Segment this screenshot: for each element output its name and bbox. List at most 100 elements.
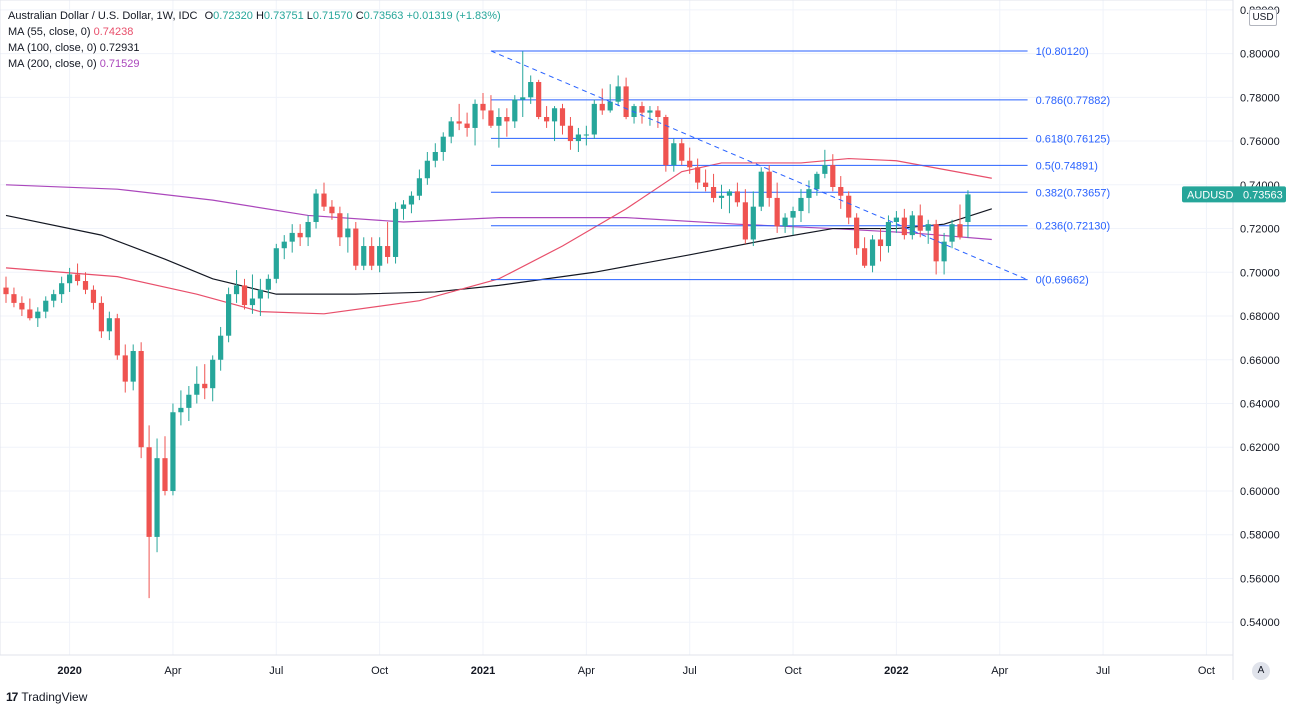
candle-body (917, 215, 923, 231)
candle-body (210, 359, 216, 389)
candle-body (559, 108, 566, 126)
ma200-line (5, 184, 992, 241)
candle-body (822, 165, 828, 174)
candle-body (35, 311, 41, 319)
fib-level-label: 0(0.69662) (1036, 275, 1089, 287)
candle-body (154, 458, 160, 537)
candle-body (305, 221, 311, 238)
candle-body (862, 248, 868, 266)
ma55-line (5, 157, 992, 315)
tradingview-logo-icon: 17 (6, 690, 18, 704)
candle-body (782, 217, 788, 227)
candle-body (544, 117, 550, 122)
candle-body (281, 241, 287, 249)
candles (3, 51, 971, 599)
candle-body (51, 294, 57, 301)
candle-body (663, 117, 669, 166)
x-tick-label: 2020 (57, 665, 81, 677)
candle-body (623, 86, 629, 118)
legend-ma200-row[interactable]: MA (200, close, 0) 0.71529 (8, 56, 501, 72)
candle-body (885, 221, 892, 247)
candle-body (59, 283, 65, 295)
candle-body (909, 215, 915, 236)
candle-body (520, 97, 526, 100)
y-axis-ticks: 0.820000.800000.780000.760000.740000.720… (1240, 5, 1280, 629)
candle-body (877, 239, 884, 247)
y-tick-label: 0.58000 (1240, 530, 1280, 542)
candle-body (480, 103, 486, 111)
open-label: O (204, 10, 214, 22)
candle-body (377, 246, 383, 266)
candle-body (901, 217, 907, 236)
candle-body (297, 232, 303, 238)
grid (0, 0, 1233, 655)
candle-body (679, 143, 685, 161)
ohlc-values: O0.72320 H0.73751 L0.71570 C0.73563 +0.0… (205, 10, 501, 22)
candle-body (750, 206, 756, 240)
candle-body (67, 274, 73, 284)
candle-body (416, 178, 422, 196)
candle-body (790, 211, 796, 218)
fibonacci-retracement[interactable]: 1(0.80120) 0.786(0.77882) 0.618(0.76125) 0.… (490, 46, 1111, 287)
candle-body (798, 197, 804, 212)
candle-body (162, 458, 168, 491)
moving-averages (5, 157, 992, 315)
price-tag-symbol: AUDUSD (1187, 189, 1234, 201)
candle-body (687, 160, 693, 168)
candle-body (806, 189, 812, 198)
candle-body (726, 191, 733, 196)
candle-body (718, 195, 725, 198)
y-tick-label: 0.78000 (1240, 92, 1280, 104)
y-tick-label: 0.54000 (1240, 617, 1280, 629)
high-value: 0.73751 (263, 10, 304, 22)
candle-body (170, 412, 176, 491)
candle-body (933, 224, 939, 262)
candle-body (766, 171, 772, 198)
candle-body (353, 228, 359, 266)
currency-button[interactable]: USD (1249, 9, 1277, 26)
candle-body (122, 355, 128, 382)
chart-legend: Australian Dollar / U.S. Dollar, 1W, IDC… (8, 8, 501, 72)
auto-scale-button[interactable]: A (1252, 662, 1270, 680)
candle-body (257, 289, 263, 299)
legend-ma55-row[interactable]: MA (55, close, 0) 0.74238 (8, 24, 501, 40)
y-tick-label: 0.56000 (1240, 573, 1280, 585)
candle-body (512, 99, 518, 122)
candle-body (599, 103, 605, 111)
candle-body (11, 294, 17, 303)
y-tick-label: 0.80000 (1240, 49, 1280, 61)
candle-body (74, 274, 81, 282)
candle-body (321, 193, 327, 207)
candle-body (3, 287, 9, 295)
candle-body (273, 248, 279, 279)
candle-body (774, 197, 780, 227)
price-tag-box (1182, 186, 1286, 203)
candle-body (639, 106, 645, 113)
candle-body (941, 241, 947, 262)
x-tick-label: 2022 (884, 665, 908, 677)
candle-body (551, 108, 558, 122)
candle-body (337, 213, 343, 238)
candle-body (472, 103, 478, 128)
candle-body (408, 195, 415, 205)
y-tick-label: 0.60000 (1240, 486, 1280, 498)
candle-body (186, 394, 192, 408)
price-axis[interactable] (1233, 0, 1295, 680)
candle-body (869, 239, 876, 266)
legend-symbol-row: Australian Dollar / U.S. Dollar, 1W, IDC… (8, 8, 501, 24)
price-tag-value: 0.73563 (1243, 189, 1283, 201)
x-tick-label: Oct (1198, 665, 1215, 677)
fib-level-label: 0.236(0.72130) (1036, 221, 1111, 233)
candle-body (289, 232, 295, 242)
ma55-value: 0.74238 (93, 26, 134, 38)
legend-ma100-row[interactable]: MA (100, close, 0) 0.72931 (8, 40, 501, 56)
y-tick-label: 0.72000 (1240, 224, 1280, 236)
trendline[interactable] (490, 50, 1028, 281)
tradingview-footer[interactable]: 17 TradingView (6, 690, 87, 704)
candle-body (265, 278, 271, 290)
candle-body (440, 136, 446, 152)
candle-body (710, 186, 717, 198)
candle-body (814, 173, 820, 190)
candle-body (27, 309, 33, 319)
